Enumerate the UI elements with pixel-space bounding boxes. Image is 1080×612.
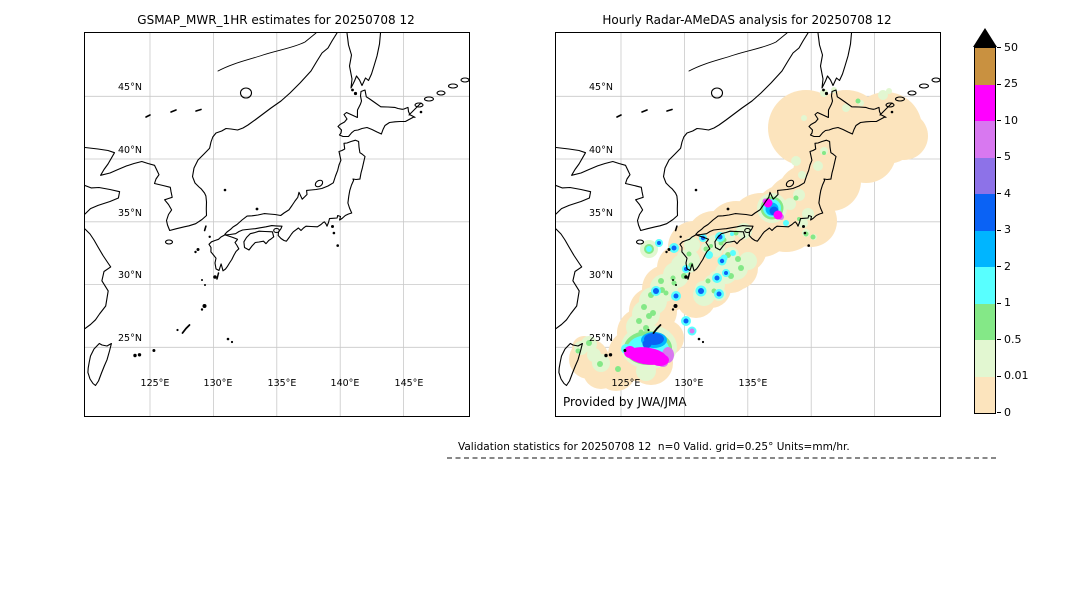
colorbar-tick-label: 4 — [1004, 186, 1011, 200]
colorbar-tick — [997, 47, 1001, 48]
colorbar-segment — [975, 303, 995, 340]
colorbar-segment — [975, 84, 995, 121]
gridline-layer — [85, 33, 469, 416]
lat-label-40n: 40°N — [118, 145, 142, 156]
colorbar-tick — [997, 83, 1001, 85]
colorbar-tick — [997, 229, 1001, 231]
colorbar-tick-label: 2 — [1004, 259, 1011, 273]
colorbar-scale — [974, 47, 996, 414]
lat-label-45n: 45°N — [589, 82, 613, 93]
lon-label-125e: 125°E — [611, 378, 641, 389]
lon-label-145e: 145°E — [394, 378, 424, 389]
colorbar-tick-label: 0 — [1004, 405, 1011, 419]
lon-label-135e: 135°E — [267, 378, 297, 389]
colorbar-tick-label: 0.5 — [1004, 332, 1022, 346]
colorbar-segment — [975, 230, 995, 267]
colorbar-tick — [997, 412, 1001, 413]
lon-label-135e: 135°E — [738, 378, 768, 389]
colorbar-tick — [997, 302, 1001, 304]
colorbar-tick — [997, 375, 1001, 377]
lat-label-30n: 30°N — [118, 270, 142, 281]
precipitation-layer — [569, 87, 928, 391]
validation-stats-text: Validation statistics for 20250708 12 n=… — [458, 441, 850, 453]
lat-label-40n: 40°N — [589, 145, 613, 156]
gsmap-map-frame: 45°N 40°N 35°N 30°N 25°N 125°E 130°E 135… — [84, 32, 470, 417]
lon-label-125e: 125°E — [140, 378, 170, 389]
radar-panel-title: Hourly Radar-AMeDAS analysis for 2025070… — [602, 13, 892, 27]
lon-label-140e: 140°E — [330, 378, 360, 389]
colorbar-tick-label: 5 — [1004, 150, 1011, 163]
provider-credit: Provided by JWA/JMA — [563, 395, 687, 409]
lon-label-130e: 130°E — [203, 378, 233, 389]
lon-label-130e: 130°E — [674, 378, 704, 389]
colorbar-segment — [975, 267, 995, 304]
gsmap-panel-title: GSMAP_MWR_1HR estimates for 20250708 12 — [137, 13, 415, 27]
colorbar-tick — [997, 193, 1001, 194]
colorbar-segment — [975, 194, 995, 231]
colorbar-segment — [975, 340, 995, 377]
colorbar-tick — [997, 120, 1001, 121]
colorbar-overflow-arrow — [973, 28, 997, 47]
radar-map-frame: 45°N 40°N 35°N 30°N 25°N 125°E 130°E 135… — [555, 32, 941, 417]
colorbar-segment — [975, 48, 995, 85]
colorbar-segment — [975, 376, 995, 413]
colorbar-tick — [997, 339, 1001, 340]
lat-label-25n: 25°N — [118, 333, 142, 344]
lat-label-35n: 35°N — [589, 208, 613, 219]
colorbar-tick-label: 25 — [1004, 77, 1018, 90]
stats-underline — [447, 457, 998, 459]
colorbar-segment — [975, 157, 995, 194]
colorbar-tick — [997, 266, 1001, 267]
colorbar: 50 25 10 5 4 3 2 1 0.5 0.01 0 — [973, 28, 1043, 419]
colorbar-tick-label: 50 — [1004, 40, 1018, 54]
colorbar-tick-label: 0.01 — [1004, 369, 1029, 382]
colorbar-segment — [975, 121, 995, 158]
lat-label-30n: 30°N — [589, 270, 613, 281]
lat-label-25n: 25°N — [589, 333, 613, 344]
lat-label-45n: 45°N — [118, 82, 142, 93]
colorbar-tick-label: 10 — [1004, 113, 1018, 127]
colorbar-tick-label: 3 — [1004, 223, 1011, 236]
radar-map-canvas — [556, 33, 940, 416]
colorbar-tick — [997, 156, 1001, 158]
lat-label-35n: 35°N — [118, 208, 142, 219]
gsmap-map-canvas — [85, 33, 469, 416]
colorbar-tick-label: 1 — [1004, 296, 1011, 309]
